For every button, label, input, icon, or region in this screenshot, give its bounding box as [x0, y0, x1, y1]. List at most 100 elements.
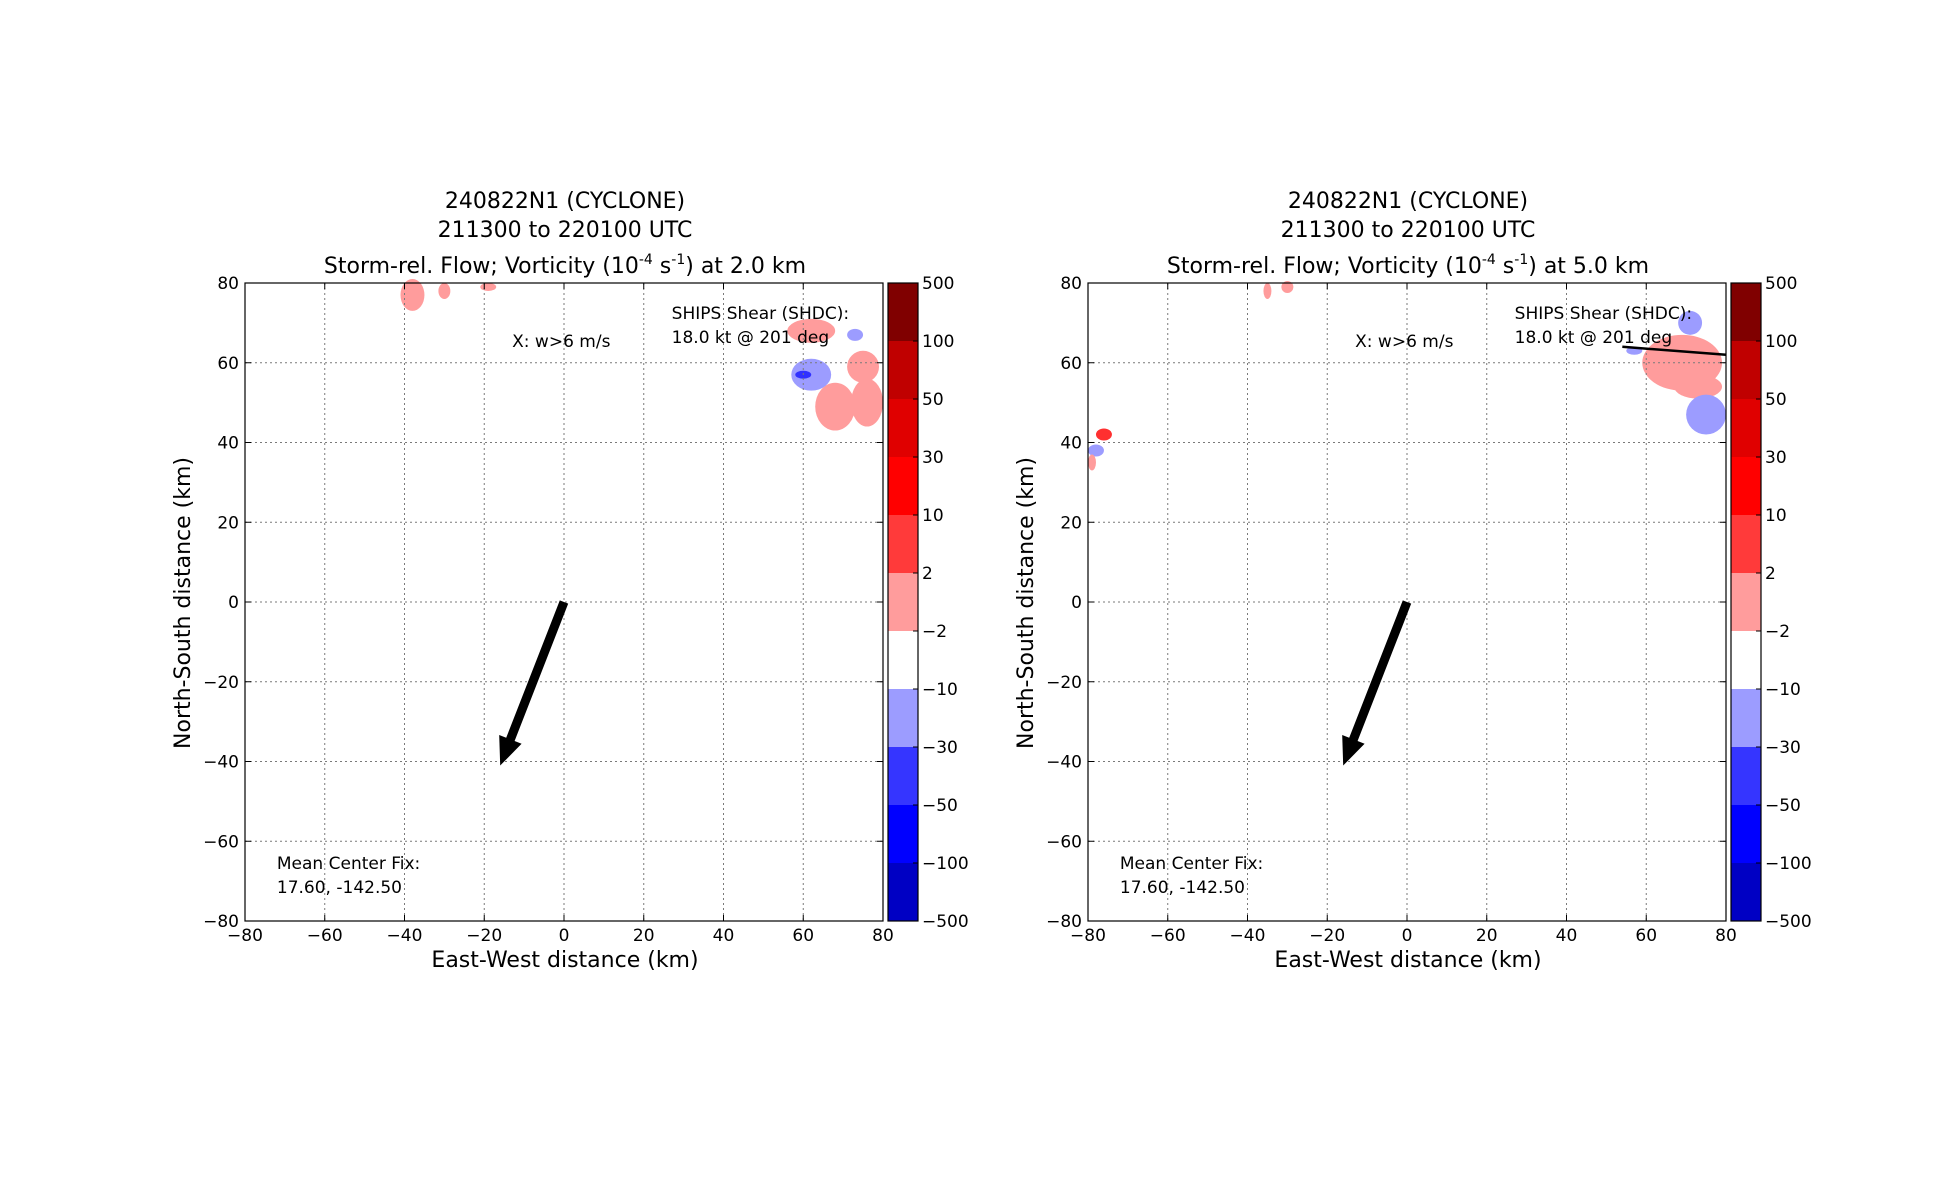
- x-tick-label: −20: [1309, 926, 1345, 946]
- x-tick-label: −60: [307, 926, 343, 946]
- x-tick-label: −60: [1150, 926, 1186, 946]
- center-fix-label: Mean Center Fix:: [1120, 854, 1263, 874]
- colorbar-segment: [1731, 573, 1761, 631]
- title-field-description: Storm-rel. Flow; Vorticity (10-4 s-1) at…: [1167, 252, 1649, 279]
- colorbar-segment: [888, 283, 918, 341]
- colorbar-segment: [1731, 631, 1761, 689]
- shear-line: [1622, 345, 1727, 357]
- vorticity-patch: [1088, 444, 1104, 457]
- colorbar-segment: [1731, 515, 1761, 573]
- x-tick-label: 20: [1476, 926, 1498, 946]
- x-tick-label: −40: [1230, 926, 1266, 946]
- updraft-legend-text: X: w>6 m/s: [512, 332, 610, 352]
- colorbar-label: −50: [922, 796, 958, 816]
- x-tick-label: 40: [1556, 926, 1578, 946]
- x-tick-label: −40: [387, 926, 423, 946]
- center-fix-value: 17.60, -142.50: [277, 878, 402, 898]
- title-storm-id: 240822N1 (CYCLONE): [445, 189, 685, 214]
- y-tick-label: −60: [1046, 832, 1082, 852]
- colorbar-label: 500: [1765, 274, 1797, 294]
- y-tick-label: −20: [1046, 673, 1082, 693]
- colorbar-segment: [888, 863, 918, 921]
- colorbar-frame: [1730, 282, 1762, 922]
- colorbar-label: 100: [922, 332, 954, 352]
- colorbar-segment: [888, 573, 918, 631]
- shear-vector-arrow: [499, 600, 569, 766]
- colorbar-label: −50: [1765, 796, 1801, 816]
- colorbar-segment: [1731, 457, 1761, 515]
- colorbar-label: −500: [1765, 912, 1812, 932]
- vorticity-patch: [1674, 374, 1723, 399]
- vorticity-patch: [851, 378, 883, 427]
- x-tick-label: 80: [1715, 926, 1737, 946]
- colorbar-segment: [888, 805, 918, 863]
- y-axis-label: North-South distance (km): [1014, 457, 1039, 749]
- ships-shear-label: SHIPS Shear (SHDC):: [1515, 304, 1692, 324]
- plot-area: −80 −60 −40 −20 0 20 40 60 80 −80 −60 −40 −20 0 20 40 60…: [203, 274, 969, 946]
- colorbar-label: −30: [922, 738, 958, 758]
- colorbar-segment: [1731, 863, 1761, 921]
- colorbar-label: 100: [1765, 332, 1797, 352]
- colorbar-segment: [888, 515, 918, 573]
- x-tick-label: 60: [1635, 926, 1657, 946]
- y-tick-label: −60: [203, 832, 239, 852]
- colorbar-label: 30: [922, 448, 944, 468]
- y-tick-label: 80: [1060, 274, 1082, 294]
- y-tick-label: −80: [203, 912, 239, 932]
- colorbar-segment: [1731, 689, 1761, 747]
- vorticity-patch: [438, 283, 451, 299]
- title-storm-id: 240822N1 (CYCLONE): [1288, 189, 1528, 214]
- y-tick-label: 60: [1060, 354, 1082, 374]
- colorbar-label: 2: [922, 564, 933, 584]
- colorbar-label: 50: [922, 390, 944, 410]
- colorbar-segment: [888, 689, 918, 747]
- y-tick-label: −20: [203, 673, 239, 693]
- y-tick-label: 80: [217, 274, 239, 294]
- vorticity-patch: [1678, 310, 1703, 335]
- vorticity-patch: [400, 279, 425, 311]
- colorbar-segment: [1731, 283, 1761, 341]
- colorbar-label: −100: [922, 854, 969, 874]
- center-fix-label: Mean Center Fix:: [277, 854, 420, 874]
- x-axis-label: East-West distance (km): [1274, 948, 1541, 973]
- panel-2km: 240822N1 (CYCLONE) 211300 to 220100 UTC …: [171, 189, 969, 973]
- colorbar-segment: [888, 747, 918, 805]
- panel-5km: 240822N1 (CYCLONE) 211300 to 220100 UTC …: [1014, 189, 1812, 973]
- colorbar-label: −30: [1765, 738, 1801, 758]
- colorbar-segment: [1731, 341, 1761, 399]
- colorbar-segment: [1731, 805, 1761, 863]
- y-tick-label: 60: [217, 354, 239, 374]
- y-tick-label: 20: [1060, 513, 1082, 533]
- colorbar-label: −10: [1765, 680, 1801, 700]
- colorbar-segment: [888, 399, 918, 457]
- y-tick-label: 40: [1060, 434, 1082, 454]
- x-tick-label: 40: [713, 926, 735, 946]
- colorbar-label: 30: [1765, 448, 1787, 468]
- title-time-range: 211300 to 220100 UTC: [438, 218, 693, 243]
- colorbar-segment: [888, 457, 918, 515]
- vorticity-patch: [847, 350, 880, 383]
- x-axis-label: East-West distance (km): [431, 948, 698, 973]
- vorticity-patch: [480, 283, 497, 291]
- y-tick-label: 20: [217, 513, 239, 533]
- title-time-range: 211300 to 220100 UTC: [1281, 218, 1536, 243]
- colorbar-label: 10: [922, 506, 944, 526]
- ships-shear-value: 18.0 kt @ 201 deg: [672, 328, 829, 348]
- colorbar-label: −100: [1765, 854, 1812, 874]
- colorbar-segment: [1731, 399, 1761, 457]
- y-tick-label: 40: [217, 434, 239, 454]
- ships-shear-value: 18.0 kt @ 201 deg: [1515, 328, 1672, 348]
- colorbar-frame: [887, 282, 919, 922]
- x-tick-label: −80: [1070, 926, 1106, 946]
- plot-area: −80 −60 −40 −20 0 20 40 60 80 −80 −60 −40 −20 0 20 40 60…: [1046, 274, 1812, 946]
- colorbar-label: −2: [1765, 622, 1790, 642]
- x-tick-label: −80: [227, 926, 263, 946]
- vorticity-patch: [815, 382, 856, 431]
- colorbar-label: −10: [922, 680, 958, 700]
- vorticity-patch: [1281, 281, 1294, 293]
- colorbar-label: −500: [922, 912, 969, 932]
- vorticity-patch: [847, 328, 864, 341]
- y-tick-label: −80: [1046, 912, 1082, 932]
- colorbar-label: 10: [1765, 506, 1787, 526]
